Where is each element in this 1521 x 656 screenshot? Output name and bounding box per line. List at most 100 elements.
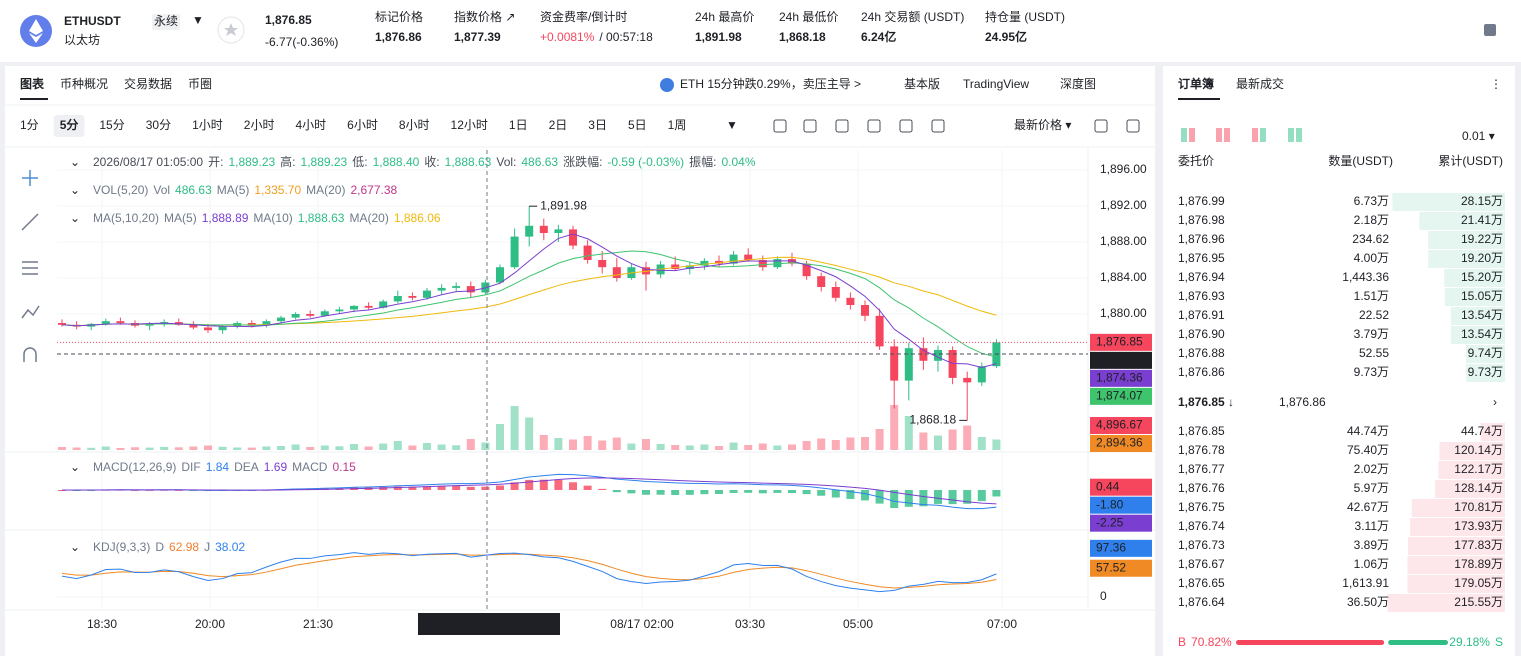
x-tick-label: 05:00 xyxy=(843,617,873,631)
mode[interactable]: TradingView xyxy=(963,77,1029,91)
ob-view[interactable] xyxy=(1216,128,1222,142)
axis-tag-label: 57.52 xyxy=(1096,560,1126,574)
ob-qty: 22.52 xyxy=(1359,308,1389,322)
ob-price: 1,876.85 xyxy=(1178,424,1225,438)
interval[interactable]: 30分 xyxy=(146,118,171,132)
volume-bar xyxy=(890,405,899,450)
tab[interactable]: 币圈 xyxy=(188,77,212,91)
volume-bar xyxy=(87,447,96,450)
candle-body xyxy=(58,323,66,325)
price-type[interactable]: 最新价格 ▾ xyxy=(1014,117,1071,132)
interval[interactable]: 6小时 xyxy=(347,118,378,132)
interval[interactable]: 1分 xyxy=(20,118,39,132)
interval[interactable]: 2小时 xyxy=(244,118,275,132)
interval[interactable]: 1日 xyxy=(509,118,528,132)
pattern-tool[interactable] xyxy=(21,305,40,319)
favorite[interactable] xyxy=(217,16,245,44)
macd-bar xyxy=(583,485,592,490)
line-tool[interactable] xyxy=(21,213,39,231)
more[interactable]: ⋮ xyxy=(1490,77,1502,91)
alert[interactable]: ETH 15分钟跌0.29%，卖压主导 > xyxy=(680,76,861,91)
axis-tag-label: 1,876.85 xyxy=(1096,335,1143,349)
kdj-legend-part: KDJ(9,3,3) xyxy=(93,540,150,554)
volume-bar xyxy=(948,429,957,450)
mode[interactable]: 深度图 xyxy=(1060,76,1096,91)
tab[interactable]: 币种概况 xyxy=(60,77,108,91)
interval[interactable]: 1小时 xyxy=(192,118,223,132)
macd-bar xyxy=(481,486,490,490)
ma-legend-part: 1,888.89 xyxy=(202,211,249,225)
stat-value: 6.24亿 xyxy=(861,29,896,44)
candle-body xyxy=(934,350,942,361)
macd-bar xyxy=(612,490,621,493)
macd-legend-part: MACD(12,26,9) xyxy=(93,460,176,474)
interval[interactable]: 5日 xyxy=(628,118,647,132)
ob-view[interactable] xyxy=(1288,128,1294,142)
ob-view[interactable] xyxy=(1181,128,1187,142)
stat-value-part: / 00:57:18 xyxy=(599,30,653,44)
macd-bar xyxy=(408,486,417,490)
ohlc-info-part: -0.59 (-0.03%) xyxy=(607,155,684,169)
macd-bar xyxy=(861,490,869,501)
ob-tab[interactable]: 最新成交 xyxy=(1236,76,1284,91)
tab[interactable]: 交易数据 xyxy=(124,76,172,91)
tool-icon[interactable] xyxy=(773,119,787,133)
ohlc-info-part: 2026/08/17 01:05:00 xyxy=(93,155,203,169)
tab[interactable]: 图表 xyxy=(20,76,45,91)
kdj-legend-part: 38.02 xyxy=(215,540,245,554)
tool-icon[interactable] xyxy=(931,119,945,133)
ob-price: 1,876.76 xyxy=(1178,481,1225,495)
depth-bar xyxy=(1419,212,1505,230)
mode[interactable]: 基本版 xyxy=(904,77,940,91)
candle-body xyxy=(364,305,373,308)
ob-price: 1,876.78 xyxy=(1178,443,1225,457)
tool-icon[interactable] xyxy=(867,119,881,133)
ob-qty: 2.18万 xyxy=(1354,213,1389,227)
ob-qty: 52.55 xyxy=(1359,346,1389,360)
y-tick-label: 1,884.00 xyxy=(1100,270,1147,284)
ob-cum: 215.55万 xyxy=(1454,595,1503,609)
candle-body xyxy=(320,311,329,316)
interval[interactable]: 8小时 xyxy=(399,118,430,132)
tool-icon[interactable] xyxy=(835,119,849,133)
macd-legend-part: MACD xyxy=(292,460,328,474)
volume-bar xyxy=(992,439,1001,450)
magnet-tool[interactable] xyxy=(23,347,37,362)
book-icon[interactable] xyxy=(1484,24,1496,36)
chevron[interactable]: › xyxy=(1493,395,1497,409)
ob-precision: 0.01 ▾ xyxy=(1462,129,1495,143)
ob-qty: 1.06万 xyxy=(1354,557,1389,571)
interval[interactable]: 1周 xyxy=(668,118,687,132)
crosshair-tool[interactable] xyxy=(22,170,38,186)
candle-body xyxy=(554,229,563,233)
interval[interactable]: 5分 xyxy=(60,117,79,132)
candle-body xyxy=(277,317,285,322)
tool-icon[interactable] xyxy=(1094,119,1108,133)
interval[interactable]: 12小时 xyxy=(451,118,488,132)
tool-icon[interactable] xyxy=(899,119,913,133)
candle-body xyxy=(350,305,358,310)
fib-tool[interactable] xyxy=(22,261,38,275)
volume-bar xyxy=(525,417,534,450)
symbol: ETHUSDT xyxy=(64,14,121,28)
ohlc-info-part: 收: xyxy=(424,155,439,169)
tool-icon[interactable] xyxy=(803,119,817,133)
ob-cum: 19.20万 xyxy=(1461,251,1503,265)
ob-price: 1,876.93 xyxy=(1178,289,1225,303)
interval[interactable]: 3日 xyxy=(588,118,607,132)
interval[interactable]: 4小时 xyxy=(295,118,326,132)
depth-bar xyxy=(1439,442,1505,460)
candle-body xyxy=(846,297,855,305)
ob-tab[interactable]: 订单簿 xyxy=(1178,76,1214,91)
candle-body xyxy=(583,245,592,260)
volume-bar xyxy=(642,439,650,450)
tool-icon[interactable] xyxy=(1126,119,1140,133)
volume-bar xyxy=(875,429,884,450)
ob-view[interactable] xyxy=(1252,128,1258,142)
candle-body xyxy=(496,267,504,283)
interval[interactable]: 2日 xyxy=(549,118,568,132)
ohlc-info-part: 1,888.63 xyxy=(445,155,492,169)
interval[interactable]: 15分 xyxy=(99,118,124,132)
axis-tag xyxy=(1090,435,1152,453)
candle-body xyxy=(335,309,344,312)
